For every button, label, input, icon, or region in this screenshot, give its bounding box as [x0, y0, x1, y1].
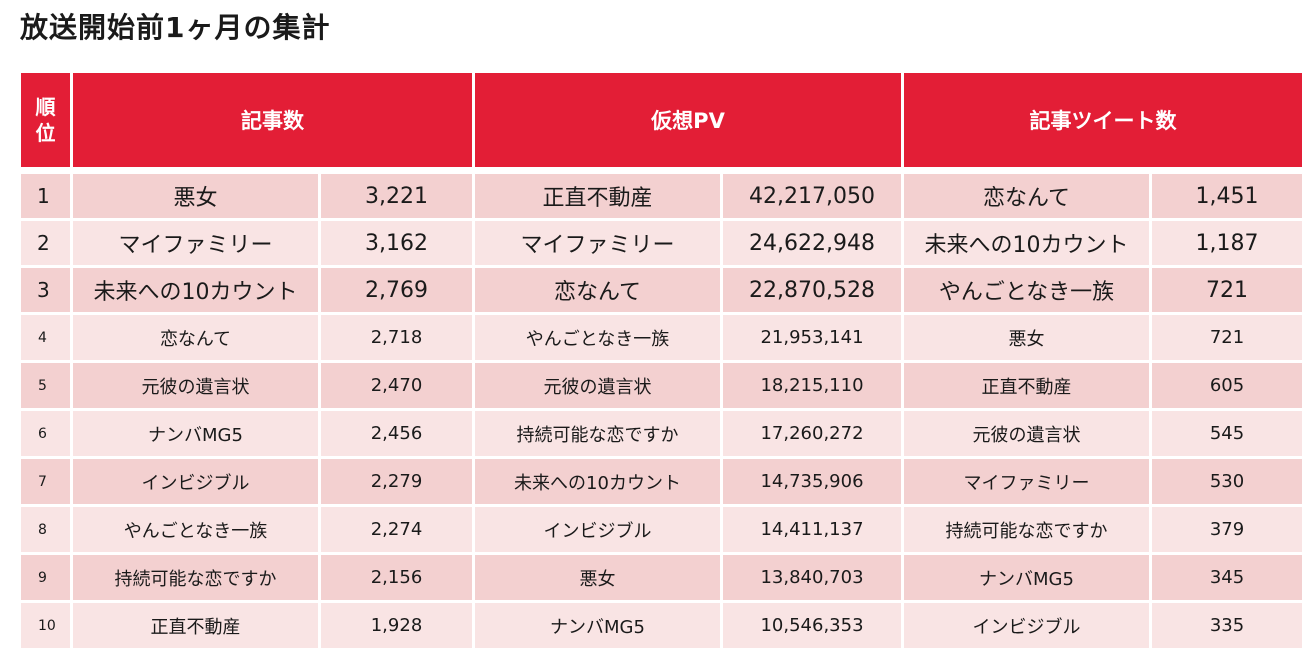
virtual-pv-value-cell: 42,217,050: [723, 174, 901, 218]
article-count-value-cell: 2,718: [321, 315, 472, 360]
tweet-count-title-cell: 元彼の遺言状: [904, 411, 1149, 456]
rank-header: 順 位: [21, 73, 70, 167]
article-count-title-cell: 持続可能な恋ですか: [73, 555, 318, 600]
rank-cell: 8: [21, 507, 70, 552]
table-row: 5 元彼の遺言状 2,470 元彼の遺言状 18,215,110 正直不動産 605: [21, 363, 1302, 408]
virtual-pv-title-cell: 悪女: [475, 555, 720, 600]
table-row: 7 インビジブル 2,279 未来への10カウント 14,735,906 マイファミリー 5…: [21, 459, 1302, 504]
virtual-pv-value-cell: 13,840,703: [723, 555, 901, 600]
rank-cell: 5: [21, 363, 70, 408]
rank-cell: 10: [21, 603, 70, 648]
rank-cell: 1: [21, 174, 70, 218]
article-count-title-cell: 元彼の遺言状: [73, 363, 318, 408]
tweet-count-value-cell: 335: [1152, 603, 1302, 648]
virtual-pv-value-cell: 14,735,906: [723, 459, 901, 504]
tweet-count-value-cell: 1,187: [1152, 221, 1302, 265]
virtual-pv-title-cell: 元彼の遺言状: [475, 363, 720, 408]
virtual-pv-title-cell: 未来への10カウント: [475, 459, 720, 504]
article-count-value-cell: 3,162: [321, 221, 472, 265]
tweet-count-title-cell: 恋なんて: [904, 174, 1149, 218]
article-count-value-cell: 2,769: [321, 268, 472, 312]
tweet-count-title-cell: 正直不動産: [904, 363, 1149, 408]
table-row: 8 やんごとなき一族 2,274 インビジブル 14,411,137 持続可能な恋ですか 3…: [21, 507, 1302, 552]
tweet-count-title-cell: インビジブル: [904, 603, 1149, 648]
table-row: 3 未来への10カウント 2,769 恋なんて 22,870,528 やんごとなき一族 72…: [21, 268, 1302, 312]
ranking-table: 順 位 記事数 仮想PV 記事ツイート数 1 悪女 3,221 正直不動産 42,217…: [18, 70, 1305, 651]
article-count-title-cell: 未来への10カウント: [73, 268, 318, 312]
article-count-title-cell: 正直不動産: [73, 603, 318, 648]
table-row: 1 悪女 3,221 正直不動産 42,217,050 恋なんて 1,451: [21, 174, 1302, 218]
tweet-count-value-cell: 605: [1152, 363, 1302, 408]
tweet-count-value-cell: 721: [1152, 268, 1302, 312]
virtual-pv-title-cell: 正直不動産: [475, 174, 720, 218]
rank-header-line2: 位: [35, 121, 56, 145]
rank-cell: 3: [21, 268, 70, 312]
virtual-pv-title-cell: インビジブル: [475, 507, 720, 552]
rank-cell: 6: [21, 411, 70, 456]
tweet-count-title-cell: 持続可能な恋ですか: [904, 507, 1149, 552]
virtual-pv-header: 仮想PV: [475, 73, 901, 167]
virtual-pv-value-cell: 18,215,110: [723, 363, 901, 408]
virtual-pv-title-cell: マイファミリー: [475, 221, 720, 265]
tweet-count-value-cell: 1,451: [1152, 174, 1302, 218]
article-tweet-count-header: 記事ツイート数: [904, 73, 1302, 167]
rank-cell: 7: [21, 459, 70, 504]
table-row: 10 正直不動産 1,928 ナンバMG5 10,546,353 インビジブル 335: [21, 603, 1302, 648]
virtual-pv-value-cell: 17,260,272: [723, 411, 901, 456]
tweet-count-value-cell: 530: [1152, 459, 1302, 504]
tweet-count-title-cell: マイファミリー: [904, 459, 1149, 504]
article-count-value-cell: 2,156: [321, 555, 472, 600]
rank-header-line1: 順: [35, 95, 56, 119]
table-row: 2 マイファミリー 3,162 マイファミリー 24,622,948 未来への10カウント…: [21, 221, 1302, 265]
article-count-value-cell: 2,456: [321, 411, 472, 456]
tweet-count-title-cell: 悪女: [904, 315, 1149, 360]
article-count-header: 記事数: [73, 73, 472, 167]
table-row: 6 ナンバMG5 2,456 持続可能な恋ですか 17,260,272 元彼の遺言状 545: [21, 411, 1302, 456]
virtual-pv-title-cell: やんごとなき一族: [475, 315, 720, 360]
virtual-pv-title-cell: ナンバMG5: [475, 603, 720, 648]
tweet-count-value-cell: 545: [1152, 411, 1302, 456]
page-title: 放送開始前1ヶ月の集計: [20, 11, 331, 44]
article-count-value-cell: 2,470: [321, 363, 472, 408]
article-count-value-cell: 2,274: [321, 507, 472, 552]
virtual-pv-value-cell: 10,546,353: [723, 603, 901, 648]
article-count-title-cell: マイファミリー: [73, 221, 318, 265]
table-row: 4 恋なんて 2,718 やんごとなき一族 21,953,141 悪女 721: [21, 315, 1302, 360]
article-count-value-cell: 1,928: [321, 603, 472, 648]
rank-cell: 9: [21, 555, 70, 600]
virtual-pv-title-cell: 持続可能な恋ですか: [475, 411, 720, 456]
article-count-title-cell: インビジブル: [73, 459, 318, 504]
article-count-title-cell: ナンバMG5: [73, 411, 318, 456]
tweet-count-value-cell: 345: [1152, 555, 1302, 600]
virtual-pv-value-cell: 21,953,141: [723, 315, 901, 360]
article-count-title-cell: 恋なんて: [73, 315, 318, 360]
article-count-title-cell: やんごとなき一族: [73, 507, 318, 552]
virtual-pv-title-cell: 恋なんて: [475, 268, 720, 312]
rank-cell: 2: [21, 221, 70, 265]
rank-cell: 4: [21, 315, 70, 360]
tweet-count-value-cell: 379: [1152, 507, 1302, 552]
table-row: 9 持続可能な恋ですか 2,156 悪女 13,840,703 ナンバMG5 345: [21, 555, 1302, 600]
virtual-pv-value-cell: 24,622,948: [723, 221, 901, 265]
tweet-count-title-cell: 未来への10カウント: [904, 221, 1149, 265]
virtual-pv-value-cell: 22,870,528: [723, 268, 901, 312]
virtual-pv-value-cell: 14,411,137: [723, 507, 901, 552]
article-count-value-cell: 3,221: [321, 174, 472, 218]
tweet-count-value-cell: 721: [1152, 315, 1302, 360]
article-count-value-cell: 2,279: [321, 459, 472, 504]
article-count-title-cell: 悪女: [73, 174, 318, 218]
header-row: 順 位 記事数 仮想PV 記事ツイート数: [21, 73, 1302, 167]
tweet-count-title-cell: やんごとなき一族: [904, 268, 1149, 312]
tweet-count-title-cell: ナンバMG5: [904, 555, 1149, 600]
